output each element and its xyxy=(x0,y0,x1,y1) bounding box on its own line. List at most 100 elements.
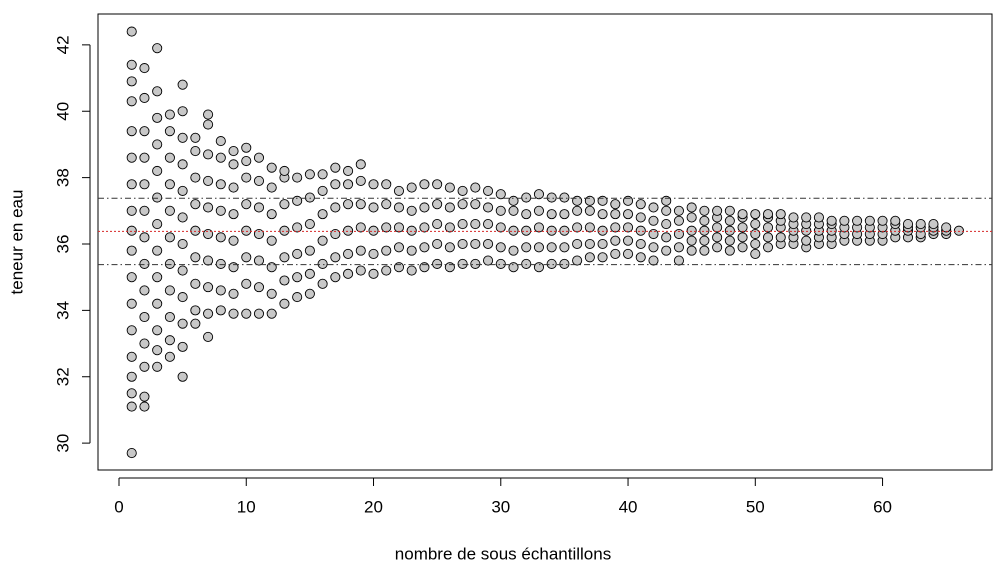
point xyxy=(152,112,163,123)
point xyxy=(483,185,494,196)
point xyxy=(381,179,392,190)
point xyxy=(495,242,506,253)
point xyxy=(737,242,748,253)
point xyxy=(508,225,519,236)
point xyxy=(215,258,226,269)
x-tick-label: 60 xyxy=(873,497,892,516)
point xyxy=(521,225,532,236)
point xyxy=(292,195,303,206)
point xyxy=(495,258,506,269)
point xyxy=(508,245,519,256)
point xyxy=(584,252,595,263)
point xyxy=(559,225,570,236)
point xyxy=(266,162,277,173)
point xyxy=(253,175,265,186)
point xyxy=(228,288,239,299)
point xyxy=(622,195,634,206)
point xyxy=(177,371,188,382)
point xyxy=(215,232,226,243)
point xyxy=(139,205,150,216)
point xyxy=(304,219,315,230)
point xyxy=(533,205,545,216)
point xyxy=(470,182,481,193)
point xyxy=(572,205,583,216)
point xyxy=(126,272,137,283)
point xyxy=(406,245,417,256)
point xyxy=(164,179,175,190)
point xyxy=(483,219,494,230)
point xyxy=(292,272,303,283)
point xyxy=(699,235,710,246)
y-axis-label: teneur en eau xyxy=(7,190,26,295)
point xyxy=(330,272,341,283)
point xyxy=(241,278,252,289)
point xyxy=(750,238,761,250)
point xyxy=(139,92,150,104)
point xyxy=(559,209,570,220)
point xyxy=(253,308,265,319)
point xyxy=(610,199,621,210)
point xyxy=(712,205,723,216)
point xyxy=(152,361,163,372)
point xyxy=(432,238,443,250)
point xyxy=(317,169,328,180)
point xyxy=(292,222,303,233)
point xyxy=(126,76,137,87)
point xyxy=(203,109,214,120)
point xyxy=(126,225,137,236)
point xyxy=(177,265,188,276)
point xyxy=(126,448,137,459)
point xyxy=(228,146,239,157)
point xyxy=(164,335,175,346)
point xyxy=(126,96,137,107)
point xyxy=(203,119,214,130)
point xyxy=(941,222,952,233)
point xyxy=(419,222,430,233)
x-tick-label: 20 xyxy=(364,497,383,516)
point xyxy=(762,242,774,253)
point xyxy=(533,222,545,233)
point xyxy=(393,202,405,213)
point xyxy=(292,248,303,259)
point xyxy=(241,155,252,167)
y-tick-label: 42 xyxy=(53,35,72,54)
point xyxy=(152,43,163,54)
point xyxy=(928,219,939,230)
point xyxy=(686,225,697,236)
point xyxy=(584,195,595,206)
point xyxy=(215,179,226,190)
point xyxy=(126,126,137,137)
point xyxy=(177,292,188,303)
y-tick-label: 40 xyxy=(53,102,72,121)
point xyxy=(444,262,455,273)
point xyxy=(597,252,608,263)
point xyxy=(457,199,468,210)
point xyxy=(546,192,557,203)
point xyxy=(864,215,875,226)
point xyxy=(762,222,774,233)
point xyxy=(508,195,519,206)
point xyxy=(126,59,137,70)
point xyxy=(152,165,163,177)
point xyxy=(737,232,748,243)
point xyxy=(470,258,481,269)
point xyxy=(393,242,405,253)
point xyxy=(406,265,417,276)
point xyxy=(126,401,137,412)
point xyxy=(953,225,964,236)
point xyxy=(686,245,697,256)
point xyxy=(139,311,150,323)
point xyxy=(241,225,252,236)
point xyxy=(164,258,175,269)
point xyxy=(521,209,532,220)
point xyxy=(190,318,201,329)
point xyxy=(457,185,468,196)
point xyxy=(406,182,417,193)
point xyxy=(508,262,519,273)
point xyxy=(139,361,150,372)
point xyxy=(393,262,405,273)
x-tick-label: 50 xyxy=(746,497,765,516)
point xyxy=(508,205,519,216)
point xyxy=(673,255,684,266)
point xyxy=(661,195,672,206)
